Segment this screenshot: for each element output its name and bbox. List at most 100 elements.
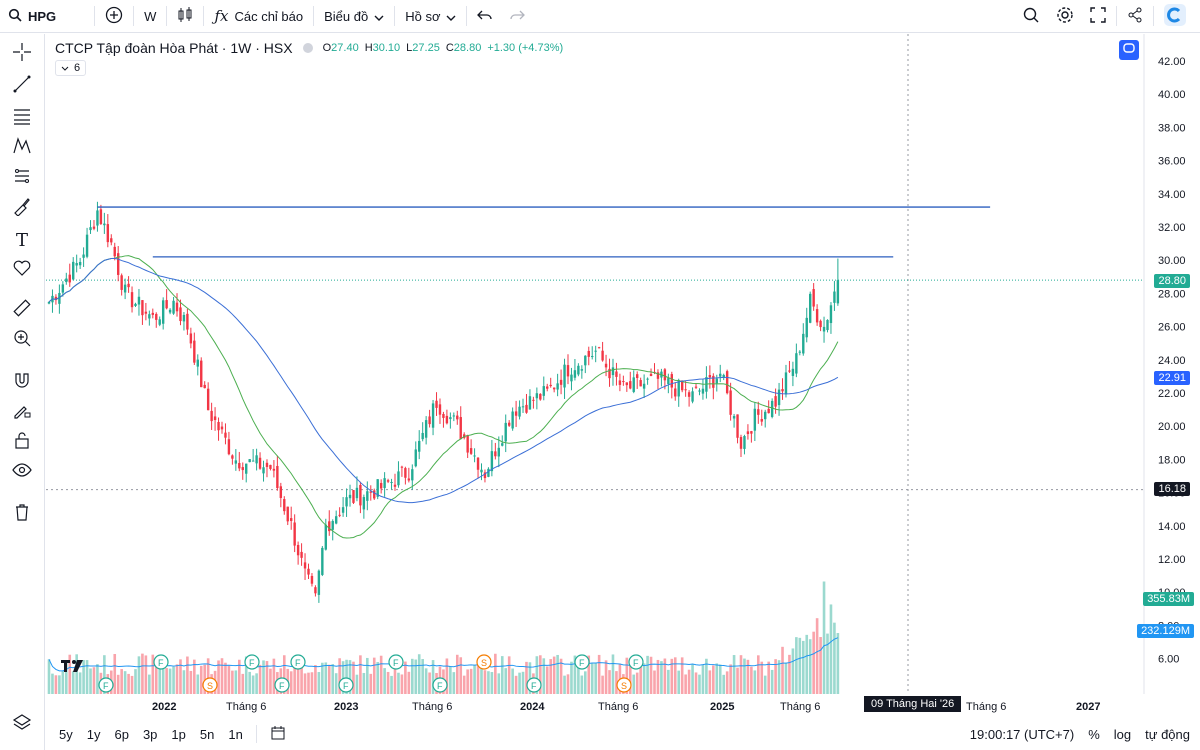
- interval-button[interactable]: W: [136, 0, 164, 32]
- volume-bar: [608, 670, 611, 694]
- volume-bar: [196, 674, 200, 694]
- logo-icon: [1164, 3, 1186, 29]
- chart-type-dropdown[interactable]: Biểu đồ: [316, 0, 392, 32]
- plus-circle-icon: [105, 6, 123, 27]
- compare-button[interactable]: [97, 0, 131, 32]
- object-tree-tool[interactable]: [8, 710, 36, 738]
- time-axis-label: Tháng 6: [226, 701, 266, 713]
- fullscreen-icon: [1090, 6, 1106, 26]
- volume-bar: [518, 672, 521, 694]
- candle-body: [217, 421, 220, 431]
- volume-bar: [379, 655, 383, 694]
- fullscreen-button[interactable]: [1082, 0, 1114, 32]
- range-6m[interactable]: 6p: [114, 726, 129, 742]
- app-logo[interactable]: [1156, 0, 1200, 32]
- settings-button[interactable]: [1048, 0, 1082, 32]
- sync-button[interactable]: [1119, 40, 1139, 60]
- chart-type-label: Biểu đồ: [324, 8, 369, 24]
- volume-bar: [798, 637, 802, 694]
- symbol-search[interactable]: HPG: [0, 0, 64, 32]
- goto-date-button[interactable]: [263, 725, 293, 744]
- event-marker: [432, 677, 448, 693]
- candle-body: [61, 284, 65, 293]
- log-toggle[interactable]: log: [1113, 726, 1132, 742]
- candle-body: [611, 367, 615, 376]
- percent-toggle[interactable]: %: [1088, 726, 1100, 742]
- time-crosshair-label: 09 Tháng Hai '26: [864, 696, 962, 712]
- volume-bar: [819, 637, 822, 694]
- candle-body: [231, 455, 234, 459]
- time-axis-label: Tháng 6: [412, 701, 452, 713]
- range-1m[interactable]: 1p: [171, 726, 186, 742]
- lock-tool[interactable]: [8, 428, 36, 456]
- range-1d[interactable]: 1n: [228, 726, 243, 742]
- candle-body: [487, 468, 490, 477]
- undo-button[interactable]: [469, 0, 501, 32]
- legend-dot: [302, 43, 313, 53]
- price-axis-label: 36.00: [1158, 156, 1186, 168]
- volume-bar: [362, 672, 366, 694]
- candle-body: [186, 313, 189, 330]
- volume-bar: [656, 659, 660, 694]
- candle-body: [670, 374, 673, 388]
- share-button[interactable]: [1119, 0, 1151, 32]
- volume-bar: [186, 656, 189, 694]
- range-5y[interactable]: 5y: [59, 726, 73, 742]
- candle-body: [809, 293, 812, 323]
- pattern-tool[interactable]: [8, 134, 36, 162]
- trendline-tool[interactable]: [8, 72, 36, 100]
- volume-bar: [743, 658, 746, 694]
- range-1y[interactable]: 1y: [86, 726, 101, 742]
- range-3m[interactable]: 3p: [142, 726, 158, 742]
- event-marker-label: S: [207, 681, 213, 691]
- candle-body: [245, 463, 248, 474]
- event-marker-label: F: [343, 681, 349, 691]
- price-chart[interactable]: F F S F F F F F F S F F S F 42.00 40.00 38.00 36.00 34.00…: [46, 34, 1200, 750]
- candle-body: [563, 364, 566, 388]
- volume-bar: [670, 658, 674, 694]
- volume-bar: [746, 659, 750, 694]
- volume-bar: [542, 658, 546, 694]
- text-tool[interactable]: T: [8, 226, 36, 254]
- visibility-tool[interactable]: [8, 458, 36, 486]
- redo-button[interactable]: [501, 0, 533, 32]
- legend-title[interactable]: CTCP Tập đoàn Hòa Phát · 1W · HSX: [55, 40, 293, 56]
- candle-body: [552, 387, 556, 390]
- delete-tool[interactable]: [8, 500, 36, 528]
- candle-body: [456, 415, 459, 420]
- indicators-button[interactable]: ƒx Các chỉ báo: [206, 0, 311, 32]
- event-marker-label: S: [621, 681, 627, 691]
- auto-scale-toggle[interactable]: tự động: [1145, 726, 1190, 742]
- zoom-tool[interactable]: [8, 326, 36, 354]
- range-5d[interactable]: 5n: [199, 726, 215, 742]
- indicators-toggle[interactable]: 6: [55, 60, 87, 76]
- volume-bar: [134, 669, 137, 694]
- candle-body: [829, 305, 833, 324]
- candle-body: [597, 347, 601, 349]
- candle-body: [608, 368, 611, 379]
- forecast-tool[interactable]: [8, 164, 36, 192]
- brush-tool[interactable]: [8, 194, 36, 222]
- lock-drawing-tool[interactable]: [8, 398, 36, 426]
- volume-bar: [494, 653, 497, 694]
- event-marker: [574, 654, 590, 670]
- magnet-tool[interactable]: [8, 368, 36, 396]
- layers-icon: [12, 712, 32, 737]
- tradingview-logo[interactable]: [58, 658, 86, 678]
- fib-tool[interactable]: [8, 104, 36, 132]
- price-axis-label: 22.00: [1158, 388, 1186, 400]
- volume-bar: [836, 633, 840, 694]
- favorites-tool[interactable]: [8, 256, 36, 284]
- candle-body: [421, 432, 424, 440]
- measure-tool[interactable]: [8, 296, 36, 324]
- quick-search-button[interactable]: [1014, 0, 1048, 32]
- candle-body: [431, 403, 435, 428]
- candle-body: [629, 381, 632, 389]
- candle-body: [483, 472, 487, 479]
- chart-area[interactable]: F F S F F F F F F S F F S F 42.00 40.00 38.00 36.00 34.00…: [46, 34, 1200, 750]
- candle-style-button[interactable]: [169, 0, 201, 32]
- clock-timezone[interactable]: 19:00:17 (UTC+7): [969, 726, 1075, 742]
- candle-body: [618, 380, 622, 385]
- profile-dropdown[interactable]: Hồ sơ: [397, 0, 464, 32]
- crosshair-tool[interactable]: [8, 40, 36, 68]
